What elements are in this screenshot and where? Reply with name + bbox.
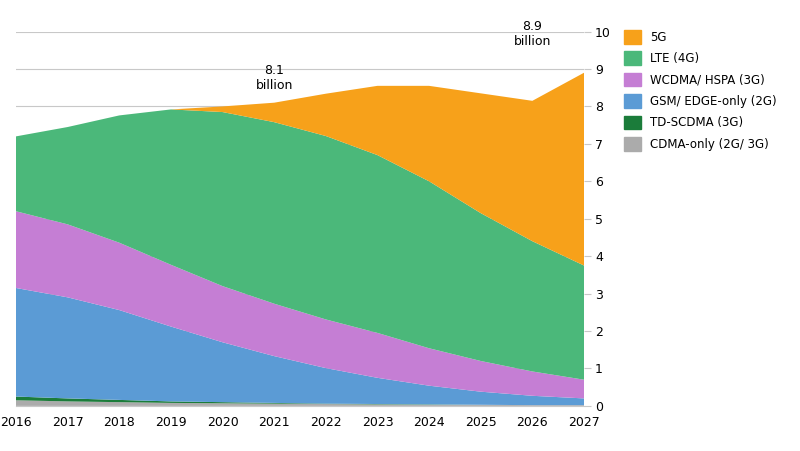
Text: 8.1
billion: 8.1 billion xyxy=(255,64,293,92)
Text: 8.9
billion: 8.9 billion xyxy=(514,20,551,48)
Legend: 5G, LTE (4G), WCDMA/ HSPA (3G), GSM/ EDGE-only (2G), TD-SCDMA (3G), CDMA-only (2: 5G, LTE (4G), WCDMA/ HSPA (3G), GSM/ EDG… xyxy=(624,30,777,151)
